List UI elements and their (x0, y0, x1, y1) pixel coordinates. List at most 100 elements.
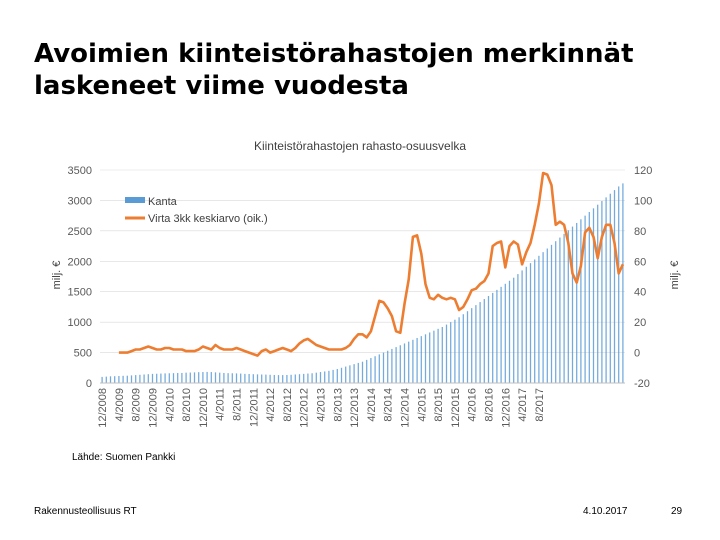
kanta-bar (450, 322, 452, 383)
kanta-bar (269, 374, 271, 383)
x-tick-label: 8/2015 (433, 388, 445, 422)
kanta-bar (391, 348, 393, 383)
legend: Kanta Virta 3kk keskiarvo (oik.) (125, 196, 268, 225)
kanta-bar (521, 270, 523, 383)
kanta-bar (227, 373, 229, 383)
x-tick-label: 12/2016 (500, 388, 512, 428)
y2-tick-label: 40 (634, 287, 646, 299)
organization-name: Rakennusteollisuus RT (34, 506, 137, 517)
kanta-bar (143, 374, 145, 383)
kanta-bar (315, 372, 317, 383)
kanta-bar (613, 190, 616, 383)
kanta-bar (517, 274, 519, 383)
kanta-bar (382, 352, 385, 383)
kanta-bar (168, 373, 170, 383)
kanta-bar (265, 374, 267, 383)
x-tick-label: 12/2012 (299, 388, 311, 428)
kanta-bar (479, 302, 481, 383)
y-tick-label: 2000 (68, 256, 92, 268)
kanta-bar (475, 305, 477, 383)
kanta-bar (156, 373, 158, 383)
y-tick-label: 1500 (68, 287, 92, 299)
kanta-bar (101, 376, 103, 383)
kanta-bar (105, 376, 107, 383)
gridlines (100, 169, 625, 353)
kanta-bar (282, 375, 284, 383)
kanta-bar (277, 375, 280, 383)
kanta-bar (618, 186, 620, 383)
kanta-bar (223, 372, 225, 383)
kanta-bar (416, 337, 418, 383)
kanta-bar (160, 373, 162, 383)
kanta-bar (584, 215, 586, 383)
kanta-bar (483, 299, 485, 383)
y2-tick-label: -20 (634, 378, 650, 390)
x-tick-label: 12/2008 (97, 388, 109, 428)
kanta-bar (429, 332, 431, 383)
page-number: 29 (671, 506, 683, 517)
kanta-bar (189, 372, 191, 383)
y-tick-label: 3000 (68, 195, 92, 207)
kanta-bar (311, 373, 313, 383)
x-tick-label: 12/2010 (198, 388, 210, 428)
kanta-bar (319, 372, 322, 383)
kanta-bar (353, 364, 355, 383)
kanta-bar (508, 280, 511, 383)
slide-title: Avoimien kiinteistörahastojen merkinnät … (34, 39, 634, 101)
kanta-bar (559, 237, 561, 383)
legend-virta-label: Virta 3kk keskiarvo (oik.) (148, 213, 268, 225)
kanta-bar (345, 366, 347, 383)
kanta-bar (622, 183, 624, 383)
kanta-bar (298, 374, 301, 383)
kanta-bar (597, 204, 599, 383)
kanta-bar (256, 374, 259, 383)
x-tick-label: 12/2011 (248, 388, 260, 427)
x-tick-label: 8/2009 (131, 388, 143, 422)
virta-line (118, 171, 625, 357)
x-tick-label: 8/2010 (181, 388, 193, 422)
kanta-bar (567, 230, 569, 383)
kanta-bar (378, 354, 380, 383)
kanta-bar (580, 219, 582, 383)
right-axis: -20 0 20 40 60 80 100 120 (634, 165, 652, 390)
y2-tick-label: 20 (634, 317, 646, 329)
kanta-bar (366, 359, 368, 383)
kanta-bar (454, 319, 456, 383)
kanta-bar (122, 375, 124, 383)
kanta-bar (303, 373, 305, 383)
kanta-bar (601, 201, 603, 383)
kanta-bar (538, 255, 540, 383)
kanta-bar (328, 370, 330, 383)
x-tick-label: 12/2013 (349, 388, 361, 428)
slide-date: 4.10.2017 (583, 506, 628, 517)
kanta-bar (433, 330, 435, 383)
kanta-bar (324, 371, 326, 383)
kanta-bar (492, 292, 494, 383)
kanta-bar (349, 365, 351, 383)
kanta-bar (458, 317, 460, 383)
kanta-bar (126, 375, 128, 383)
kanta-bar (374, 356, 376, 383)
y2-tick-label: 100 (634, 195, 652, 207)
kanta-bar (471, 308, 473, 383)
kanta-bar (185, 372, 187, 383)
kanta-bar (172, 373, 175, 383)
y-tick-label: 1000 (68, 317, 92, 329)
kanta-bar (487, 295, 490, 383)
kanta-bar (214, 372, 217, 383)
kanta-bar (445, 324, 448, 383)
kanta-bar (387, 350, 389, 383)
kanta-bar (248, 373, 250, 383)
kanta-bar (307, 373, 309, 383)
kanta-bar (513, 277, 515, 383)
kanta-bar (135, 375, 137, 383)
x-tick-label: 4/2012 (265, 388, 277, 422)
kanta-bar (609, 193, 611, 383)
kanta-bar (210, 372, 212, 383)
kanta-bar (336, 369, 338, 383)
kanta-bar (395, 347, 397, 383)
kanta-bar (118, 376, 120, 383)
legend-kanta-label: Kanta (148, 196, 178, 208)
kanta-bar (340, 367, 343, 383)
